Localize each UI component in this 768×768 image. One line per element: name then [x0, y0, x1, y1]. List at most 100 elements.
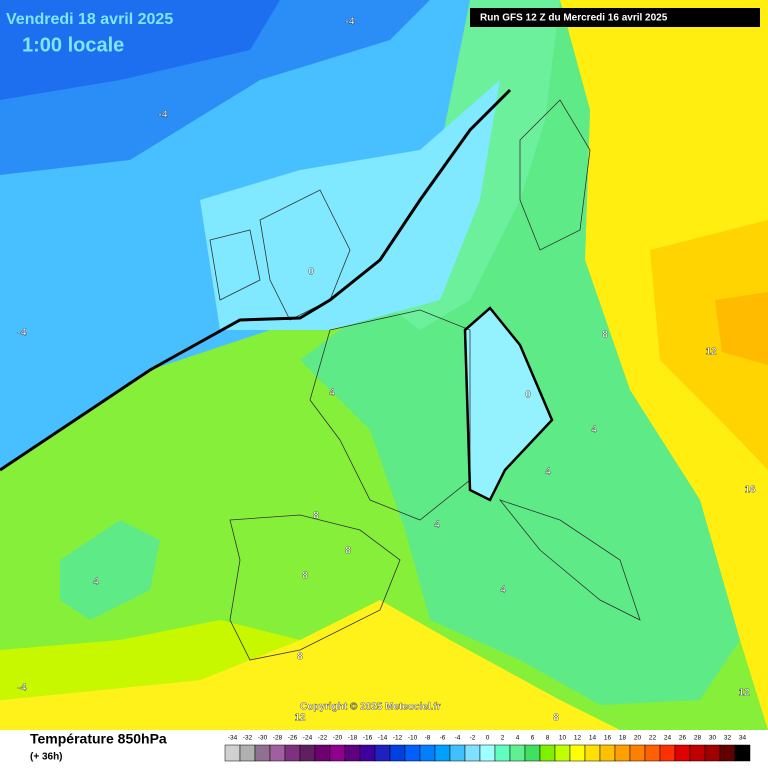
contour-label: -4 — [18, 328, 27, 339]
legend-swatch — [584, 744, 601, 762]
legend-swatch — [419, 744, 436, 762]
legend-swatch — [479, 744, 496, 762]
field-16 — [715, 292, 768, 365]
legend-swatch — [404, 744, 421, 762]
ireland — [209, 229, 261, 301]
legend-label: 34 — [739, 735, 747, 742]
contour-labels: -4 -4 -4 0 0 4 4 4 4 4 8 8 8 8 8 12 12 12 16 -4 4 8 — [17, 16, 756, 724]
forecast-time: 1:00 locale — [22, 34, 124, 56]
legend-label: 28 — [694, 735, 702, 742]
legend-label: 12 — [574, 735, 582, 742]
legend-label: 24 — [664, 735, 672, 742]
legend-label: -4 — [455, 735, 461, 742]
legend-label: -18 — [348, 735, 358, 742]
legend-swatch — [269, 744, 286, 762]
legend-swatch — [374, 744, 391, 762]
france — [309, 309, 471, 521]
scandinavia — [519, 99, 591, 251]
run-info: Run GFS 12 Z du Mercredi 16 avril 2025 — [480, 13, 668, 24]
contour-label: 4 — [545, 467, 551, 478]
field-4-atlantic — [60, 520, 160, 620]
legend-swatch — [344, 744, 361, 762]
field-14 — [650, 220, 768, 470]
italy — [498, 499, 641, 621]
contour-label: -4 — [159, 110, 168, 121]
legend-label: -34 — [228, 735, 238, 742]
legend-swatch — [659, 744, 676, 762]
legend-label: -24 — [303, 735, 313, 742]
field-minus-8 — [0, 0, 280, 100]
legend-swatch — [704, 744, 721, 762]
contour-label: 8 — [313, 511, 319, 522]
field-0-alps — [465, 308, 552, 500]
legend-label: 30 — [709, 735, 717, 742]
legend-swatch — [689, 744, 706, 762]
contour-label: 0 — [308, 267, 314, 278]
legend-swatch — [719, 744, 736, 762]
legend-label: 0 — [486, 735, 490, 742]
legend-swatch — [629, 744, 646, 762]
contour-label: 12 — [294, 713, 306, 724]
legend-label: -14 — [378, 735, 388, 742]
contour-label: 4 — [329, 388, 335, 399]
legend-label: -26 — [288, 735, 298, 742]
contour-label: 4 — [434, 520, 440, 531]
legend-swatch — [674, 744, 691, 762]
legend-label: 14 — [589, 735, 597, 742]
legend-swatch — [554, 744, 571, 762]
legend-label: -20 — [333, 735, 343, 742]
temperature-field — [0, 0, 768, 730]
color-legend: -34 -32 -30 -28 -26 -24 -22 -20 -18 -16 -14 -12 -10-… — [224, 735, 751, 762]
legend-swatch — [299, 744, 316, 762]
contour-label: 4 — [93, 577, 99, 588]
legend-swatch — [359, 744, 376, 762]
legend-label: 20 — [634, 735, 642, 742]
contour-label: 16 — [744, 485, 756, 496]
contour-label: -4 — [346, 17, 355, 28]
legend-label: 32 — [724, 735, 732, 742]
legend-label: 2 — [501, 735, 505, 742]
forecast-date: Vendredi 18 avril 2025 — [6, 11, 173, 28]
legend-swatch — [329, 744, 346, 762]
legend-swatch — [539, 744, 556, 762]
legend-swatch — [509, 744, 526, 762]
legend-label: 26 — [679, 735, 687, 742]
legend-label: -6 — [440, 735, 446, 742]
run-banner — [470, 8, 760, 27]
legend-swatch — [239, 744, 256, 762]
legend-label: -10 — [408, 735, 418, 742]
legend-swatch — [524, 744, 541, 762]
legend-label: 18 — [619, 735, 627, 742]
legend-label: -32 — [243, 735, 253, 742]
field-12 — [560, 0, 768, 730]
legend-label: -2 — [470, 735, 476, 742]
legend-label: -12 — [393, 735, 403, 742]
legend-swatch — [644, 744, 661, 762]
legend-label: 22 — [649, 735, 657, 742]
legend-swatch — [314, 744, 331, 762]
legend-swatch — [734, 744, 751, 762]
footer-lead: (+ 36h) — [30, 752, 63, 763]
legend-label: 4 — [516, 735, 520, 742]
field-0 — [200, 80, 500, 330]
contour-label: 8 — [602, 330, 608, 341]
legend-swatch — [614, 744, 631, 762]
field-12-south — [0, 600, 620, 730]
contour-label: 12 — [738, 688, 750, 699]
legend-label: -8 — [425, 735, 431, 742]
legend-swatch — [449, 744, 466, 762]
copyright: Copyright © 2025 Meteociel.fr — [300, 702, 441, 713]
legend-swatch — [389, 744, 406, 762]
contour-label: 0 — [525, 390, 531, 401]
contour-label: 4 — [591, 425, 597, 436]
legend-swatch — [494, 744, 511, 762]
field-10 — [0, 620, 300, 700]
legend-swatch — [599, 744, 616, 762]
contour-label: -4 — [18, 683, 27, 694]
legend-swatch — [284, 744, 301, 762]
legend-label: -28 — [273, 735, 283, 742]
legend-swatch — [569, 744, 586, 762]
zero-isotherm-alps — [463, 306, 554, 502]
